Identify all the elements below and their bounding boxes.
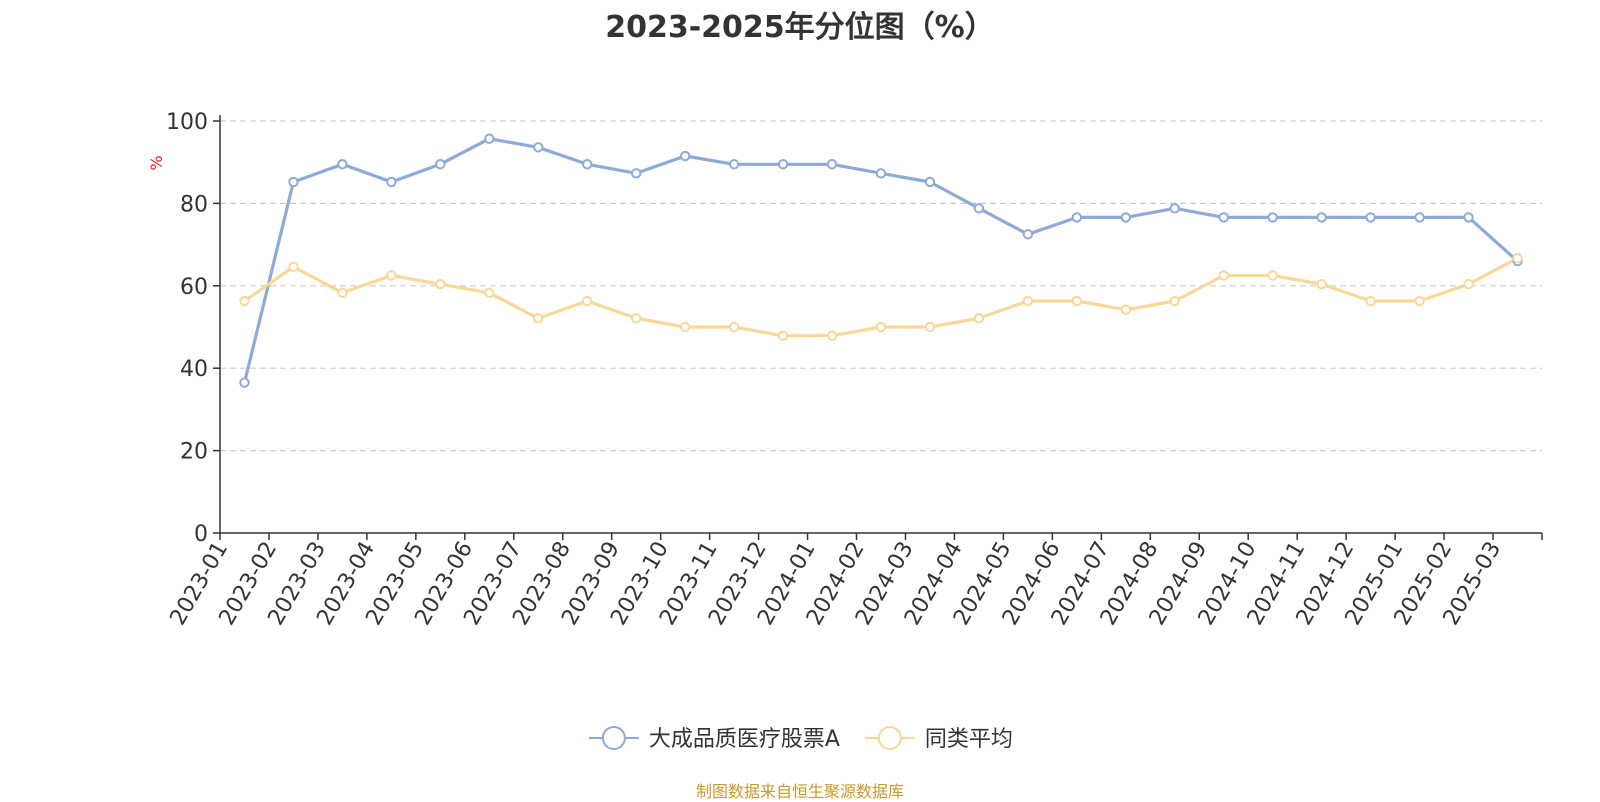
data-point — [777, 159, 789, 170]
data-point — [1071, 212, 1083, 223]
data-point — [337, 159, 348, 170]
data-point — [1120, 212, 1132, 223]
legend-symbol-marker[interactable] — [877, 726, 902, 750]
y-tick-label: 40 — [180, 357, 208, 382]
data-point — [1022, 295, 1034, 307]
legend-label[interactable]: 同类平均 — [925, 727, 1013, 752]
data-point — [826, 330, 838, 341]
data-point — [1218, 270, 1229, 281]
data-point — [826, 159, 838, 170]
data-point — [924, 176, 936, 188]
data-point — [386, 270, 397, 281]
data-point — [582, 159, 593, 170]
data-point — [288, 176, 299, 188]
data-point — [484, 133, 495, 144]
y-tick-label: 100 — [166, 110, 208, 135]
y-tick-label: 60 — [180, 275, 208, 300]
y-tick-label: 20 — [180, 440, 208, 465]
data-point — [435, 159, 446, 170]
data-point — [1463, 278, 1474, 290]
data-point — [239, 377, 250, 388]
data-point — [582, 295, 593, 307]
data-point — [1169, 203, 1180, 214]
data-point — [924, 321, 936, 333]
data-point — [728, 321, 740, 333]
data-point — [973, 313, 985, 324]
y-tick-label: 0 — [194, 522, 208, 547]
data-point — [1218, 212, 1229, 223]
data-point — [1169, 295, 1180, 307]
data-point — [435, 278, 446, 290]
data-point — [337, 287, 348, 299]
data-point — [1414, 212, 1425, 223]
data-point — [1120, 304, 1132, 315]
data-point — [533, 142, 544, 153]
legend-symbol-marker[interactable] — [601, 726, 626, 750]
data-point — [630, 168, 642, 179]
data-point — [1022, 229, 1034, 240]
y-tick-label: 80 — [180, 192, 208, 217]
data-point — [973, 203, 985, 214]
data-point — [679, 150, 691, 162]
source-note: 制图数据来自恒生聚源数据库 — [695, 782, 904, 801]
chart-title: 2023-2025年分位图（%） — [605, 10, 995, 45]
data-point — [239, 295, 250, 307]
data-point — [1512, 252, 1523, 264]
data-point — [875, 168, 887, 179]
data-point — [1463, 212, 1474, 223]
data-point — [288, 261, 299, 273]
data-point — [728, 159, 740, 170]
data-point — [1365, 295, 1376, 307]
data-point — [875, 321, 887, 333]
y-axis-label: % — [147, 155, 166, 170]
data-point — [1267, 212, 1278, 223]
data-point — [1071, 295, 1083, 307]
data-point — [1267, 270, 1278, 281]
data-point — [1316, 212, 1327, 223]
legend-label[interactable]: 大成品质医疗股票A — [649, 727, 840, 752]
data-point — [484, 287, 495, 299]
data-point — [1414, 295, 1425, 307]
data-point — [386, 176, 397, 188]
data-point — [533, 313, 544, 324]
data-point — [679, 321, 691, 333]
data-point — [777, 330, 789, 341]
data-point — [630, 313, 642, 324]
data-point — [1316, 278, 1327, 290]
data-point — [1365, 212, 1376, 223]
